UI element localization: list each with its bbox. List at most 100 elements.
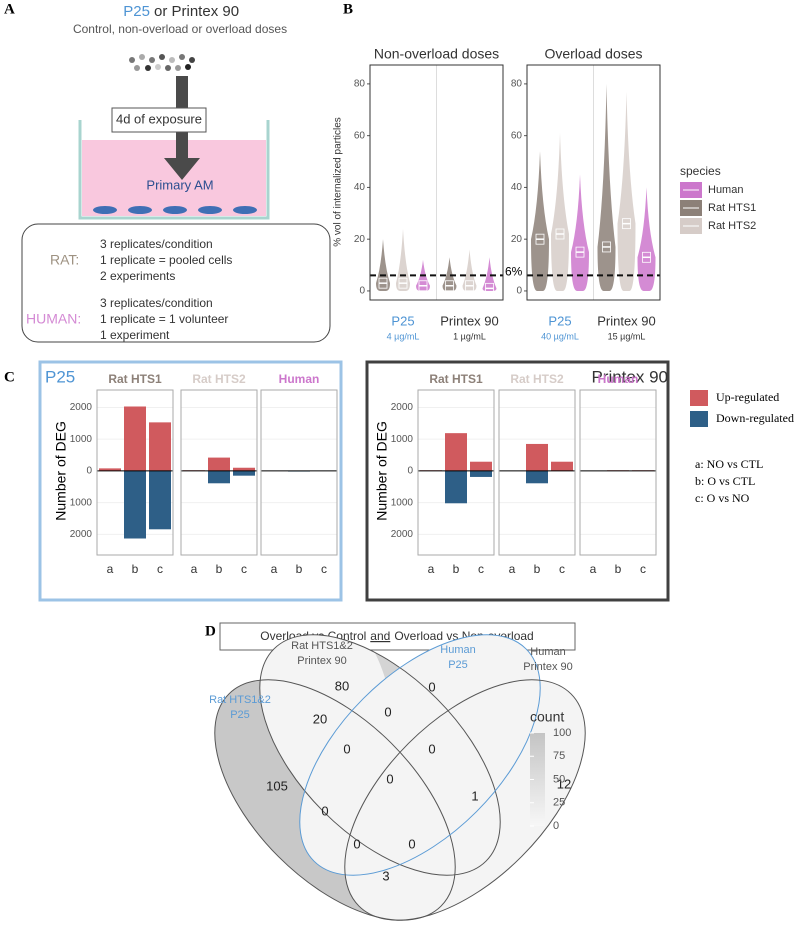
x-tick-label: b [453,562,460,576]
venn-set [299,634,541,876]
violin [531,151,549,291]
bar [149,470,171,530]
bar [233,470,255,476]
subtitle: Control, non-overload or overload doses [73,22,287,36]
x-tick-label: a [271,562,278,576]
dose-label: 4 µg/mL [387,331,420,341]
x-tick-label: c [640,562,646,576]
dose-label: 40 µg/mL [541,331,579,341]
y-tick-label: 60 [511,130,523,141]
y-tick-label: 0 [86,466,92,477]
violin [571,174,589,291]
bar [551,461,573,471]
x-tick-label: c [157,562,163,576]
group-label: P25 [548,313,571,328]
legend-label: Rat HTS1 [708,202,756,214]
facet-frame [260,389,338,556]
legend-label: Up-regulated [716,390,779,404]
bar [445,470,467,504]
y-tick-label: 60 [354,130,366,141]
violin [637,187,656,291]
scale-label: 100 [553,727,571,739]
plot-frame [369,64,504,301]
set-label: Human [440,644,475,656]
panel-letter: A [4,1,15,17]
bar [208,470,230,484]
set-label: Rat HTS1&2 [209,694,271,706]
note: b: O vs CTL [695,474,755,488]
bar [149,422,171,471]
group-label: Printex 90 [597,313,656,328]
y-axis-label: Number of DEG [53,421,69,521]
region-count: 0 [428,741,435,756]
particles [129,54,195,71]
x-tick-label: c [559,562,565,576]
x-tick-label: b [534,562,541,576]
facet-label: Rat HTS2 [510,372,564,386]
human-line: 1 experiment [100,328,170,342]
legend-key [690,390,708,406]
bar [526,443,548,471]
y-tick-label: 2000 [391,402,414,413]
bar [526,470,548,484]
human-line: 3 replicates/condition [100,296,213,310]
region-count: 0 [353,836,360,851]
group-frame [365,360,670,602]
violin [462,249,477,291]
violin [597,83,616,291]
x-tick-label: c [478,562,484,576]
facet-label: Rat HTS2 [192,372,246,386]
legend-label: Rat HTS2 [708,220,756,232]
set-label: P25 [230,709,250,721]
threshold-label: 6% [505,265,523,279]
region-count: 0 [384,704,391,719]
y-tick-label: 2000 [391,529,414,540]
legend-label: Down-regulated [716,411,794,425]
y-tick-label: 1000 [391,497,414,508]
legend-title: species [680,164,721,178]
region-count: 0 [343,741,350,756]
x-tick-label: b [615,562,622,576]
title-highlight: P25 [123,3,150,20]
rat-line: 3 replicates/condition [100,237,213,251]
group-label: Printex 90 [440,313,499,328]
cells-label: Primary AM [146,177,213,192]
scale-label: 0 [553,820,559,832]
bar [124,470,146,539]
region-count: 0 [386,771,393,786]
bar [208,457,230,471]
panel-letter: C [4,369,15,385]
set-label: P25 [448,659,468,671]
title-rest: or Printex 90 [154,3,239,20]
region-count: 80 [335,678,349,693]
facet-label: Human [598,372,639,386]
bar [99,468,121,471]
region-count: 3 [382,868,389,883]
y-tick-label: 40 [511,182,523,193]
venn-set [214,679,456,921]
x-tick-label: a [107,562,114,576]
facet-frame [96,389,174,556]
rat-line: 2 experiments [100,269,175,283]
x-tick-label: b [296,562,303,576]
facet-label: Rat HTS1 [429,372,483,386]
y-tick-label: 0 [407,466,413,477]
group-label: P25 [391,313,414,328]
venn-set [344,679,586,921]
x-tick-label: a [428,562,435,576]
y-tick-label: 80 [511,79,523,90]
set-label: Human [530,646,565,658]
region-count: 1 [471,788,478,803]
y-tick-label: 20 [511,234,523,245]
dose-label: 1 µg/mL [453,331,486,341]
y-tick-label: 80 [354,79,366,90]
venn-set [344,679,586,921]
legend-title: count [530,709,564,725]
x-tick-label: a [191,562,198,576]
legend-label: Human [708,184,743,196]
y-tick-label: 2000 [70,529,93,540]
plot-title: Overload doses [544,46,642,62]
facet-frame [498,389,576,556]
violin [442,257,457,291]
